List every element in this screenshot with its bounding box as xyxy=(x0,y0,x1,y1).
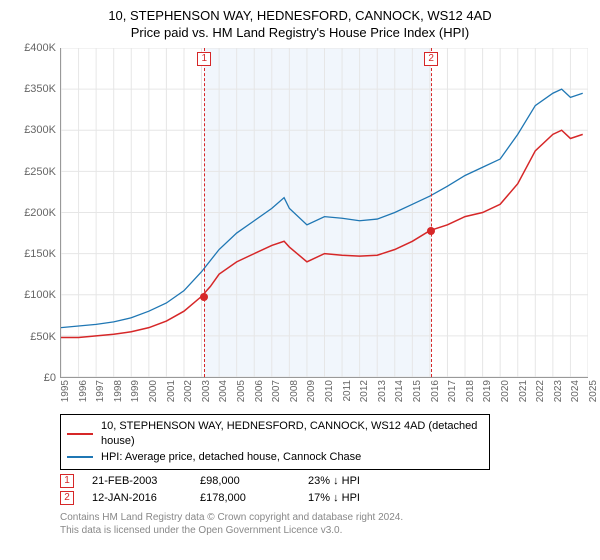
footer-line-2: This data is licensed under the Open Gov… xyxy=(60,524,588,537)
y-tick-label: £0 xyxy=(44,372,56,384)
legend-swatch xyxy=(67,433,93,435)
legend-label: 10, STEPHENSON WAY, HEDNESFORD, CANNOCK,… xyxy=(101,419,483,450)
marker-box: 1 xyxy=(197,52,211,66)
marker-vline xyxy=(204,48,205,377)
transaction-date: 12-JAN-2016 xyxy=(92,492,182,504)
x-tick-label: 2025 xyxy=(588,380,600,402)
titles: 10, STEPHENSON WAY, HEDNESFORD, CANNOCK,… xyxy=(12,8,588,42)
marker-dot xyxy=(200,293,208,301)
chart: £0£50K£100K£150K£200K£250K£300K£350K£400… xyxy=(12,48,588,408)
subtitle: Price paid vs. HM Land Registry's House … xyxy=(12,25,588,42)
title: 10, STEPHENSON WAY, HEDNESFORD, CANNOCK,… xyxy=(12,8,588,25)
legend-row: HPI: Average price, detached house, Cann… xyxy=(67,450,483,465)
legend-label: HPI: Average price, detached house, Cann… xyxy=(101,450,361,465)
series-property xyxy=(61,130,583,337)
y-tick-label: £250K xyxy=(24,166,56,178)
transaction-date: 21-FEB-2003 xyxy=(92,475,182,487)
y-tick-label: £200K xyxy=(24,207,56,219)
footer-line-1: Contains HM Land Registry data © Crown c… xyxy=(60,511,588,524)
y-tick-label: £300K xyxy=(24,124,56,136)
marker-vline xyxy=(431,48,432,377)
y-tick-label: £150K xyxy=(24,248,56,260)
transaction-marker: 2 xyxy=(60,491,74,505)
y-tick-label: £50K xyxy=(30,331,56,343)
transaction-pct: 17% ↓ HPI xyxy=(308,492,378,504)
transaction-table: 1 21-FEB-2003 £98,000 23% ↓ HPI 2 12-JAN-2016… xyxy=(60,474,588,505)
marker-dot xyxy=(427,227,435,235)
transaction-row: 1 21-FEB-2003 £98,000 23% ↓ HPI xyxy=(60,474,588,488)
transaction-price: £98,000 xyxy=(200,475,290,487)
legend-row: 10, STEPHENSON WAY, HEDNESFORD, CANNOCK,… xyxy=(67,419,483,450)
legend-swatch xyxy=(67,456,93,458)
transaction-row: 2 12-JAN-2016 £178,000 17% ↓ HPI xyxy=(60,491,588,505)
transaction-marker: 1 xyxy=(60,474,74,488)
y-tick-label: £100K xyxy=(24,289,56,301)
y-axis: £0£50K£100K£150K£200K£250K£300K£350K£400… xyxy=(12,48,60,378)
x-axis: 1995199619971998199920002001200220032004… xyxy=(60,378,588,408)
footer: Contains HM Land Registry data © Crown c… xyxy=(60,511,588,537)
series-hpi xyxy=(61,89,583,328)
legend: 10, STEPHENSON WAY, HEDNESFORD, CANNOCK,… xyxy=(60,414,490,470)
transaction-price: £178,000 xyxy=(200,492,290,504)
transaction-pct: 23% ↓ HPI xyxy=(308,475,378,487)
plot-area: 12 xyxy=(60,48,588,378)
marker-box: 2 xyxy=(424,52,438,66)
chart-container: 10, STEPHENSON WAY, HEDNESFORD, CANNOCK,… xyxy=(0,0,600,543)
y-tick-label: £400K xyxy=(24,42,56,54)
series-lines xyxy=(61,48,588,377)
y-tick-label: £350K xyxy=(24,83,56,95)
